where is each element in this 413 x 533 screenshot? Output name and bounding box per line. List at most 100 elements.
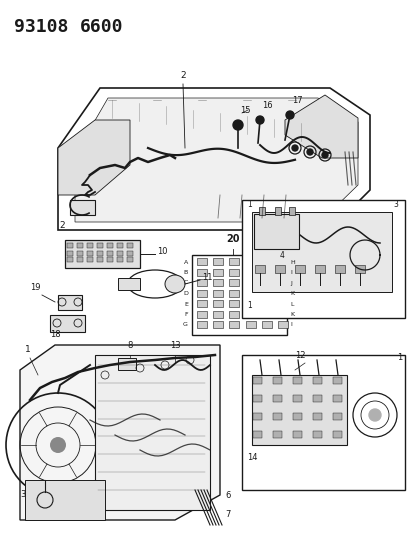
Bar (77, 251, 83, 256)
Bar (107, 257, 113, 262)
Polygon shape (75, 98, 357, 222)
Text: 11: 11 (202, 272, 212, 281)
Bar (288, 207, 294, 215)
Bar (245, 289, 255, 296)
Bar (261, 300, 271, 307)
Text: 20: 20 (225, 234, 239, 244)
Polygon shape (20, 345, 219, 520)
Bar (277, 311, 287, 318)
Bar (277, 258, 287, 265)
Bar (294, 265, 304, 273)
Bar (197, 258, 206, 265)
Text: 17: 17 (291, 96, 302, 105)
Bar (197, 300, 206, 307)
Text: G: G (183, 322, 188, 327)
Bar (312, 431, 321, 438)
Text: 6: 6 (224, 491, 230, 500)
Text: C: C (183, 280, 188, 286)
Bar (127, 251, 133, 256)
Bar (77, 257, 83, 262)
Bar (277, 321, 287, 328)
Text: 2: 2 (180, 71, 185, 80)
Bar (277, 269, 287, 276)
Text: I: I (289, 322, 291, 327)
Bar (252, 212, 391, 292)
Bar (213, 311, 223, 318)
Bar (292, 395, 301, 402)
Text: A: A (183, 260, 188, 264)
Circle shape (321, 152, 327, 158)
Bar (97, 251, 103, 256)
Bar (197, 321, 206, 328)
Bar (229, 321, 239, 328)
Bar (272, 431, 281, 438)
Bar (117, 251, 123, 256)
Bar (213, 289, 223, 296)
Bar (277, 300, 287, 307)
Text: D: D (183, 291, 188, 296)
Text: F: F (184, 312, 188, 317)
Bar (252, 395, 261, 402)
Text: K: K (289, 312, 293, 317)
Text: 4: 4 (279, 251, 284, 260)
Text: 3: 3 (20, 490, 25, 499)
Bar (274, 207, 280, 215)
Text: K: K (289, 291, 293, 296)
Text: 18: 18 (50, 330, 60, 339)
Text: 1: 1 (247, 200, 251, 209)
Text: 16: 16 (261, 101, 272, 110)
Bar (252, 413, 261, 420)
Bar (292, 413, 301, 420)
Bar (213, 269, 223, 276)
Bar (197, 311, 206, 318)
Bar (97, 257, 103, 262)
Text: 10: 10 (157, 246, 167, 255)
Bar (245, 321, 255, 328)
Bar (334, 265, 344, 273)
Text: 8: 8 (127, 341, 133, 350)
Polygon shape (284, 95, 357, 158)
Polygon shape (58, 120, 130, 195)
Bar (252, 377, 261, 384)
Bar (259, 207, 264, 215)
Text: E: E (184, 302, 188, 306)
Bar (229, 300, 239, 307)
Text: I: I (289, 270, 291, 275)
Text: J: J (289, 280, 291, 286)
Bar (107, 251, 113, 256)
Text: H: H (289, 260, 294, 264)
Bar (312, 395, 321, 402)
Text: 2: 2 (59, 221, 65, 230)
Bar (118, 278, 140, 290)
Bar (252, 375, 346, 445)
Bar (261, 279, 271, 286)
Bar (213, 300, 223, 307)
Bar (272, 395, 281, 402)
Bar (277, 289, 287, 296)
Bar (229, 289, 239, 296)
Bar (229, 311, 239, 318)
Bar (245, 311, 255, 318)
Text: 6600: 6600 (80, 18, 123, 36)
Text: 7: 7 (224, 510, 230, 519)
Bar (87, 251, 93, 256)
Text: 1: 1 (247, 301, 251, 310)
Bar (65, 240, 140, 268)
Bar (213, 279, 223, 286)
Ellipse shape (165, 275, 185, 293)
Bar (292, 431, 301, 438)
Bar (332, 377, 341, 384)
Bar (127, 257, 133, 262)
Bar (67, 251, 73, 256)
Bar (229, 279, 239, 286)
Bar (25, 480, 105, 520)
Text: 93108: 93108 (14, 18, 68, 36)
Text: L: L (289, 302, 293, 306)
Bar (95, 355, 209, 510)
Bar (261, 269, 271, 276)
Circle shape (291, 145, 297, 151)
Bar (261, 258, 271, 265)
Bar (229, 258, 239, 265)
Bar (197, 279, 206, 286)
Bar (229, 269, 239, 276)
